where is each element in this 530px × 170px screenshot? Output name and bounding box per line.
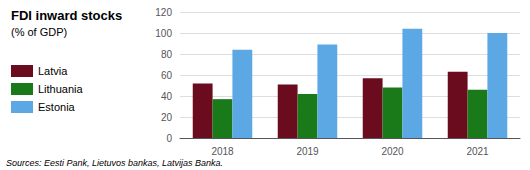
svg-text:80: 80 [161,49,173,60]
svg-text:20: 20 [161,112,173,123]
svg-text:40: 40 [161,91,173,102]
svg-text:(% of GDP): (% of GDP) [11,26,67,38]
svg-text:120: 120 [155,7,172,18]
svg-text:Sources: Eesti Pank, Lietuvos: Sources: Eesti Pank, Lietuvos bankas, La… [6,158,223,168]
svg-text:0: 0 [166,133,172,144]
svg-text:2019: 2019 [296,146,319,157]
svg-text:2021: 2021 [466,146,489,157]
svg-text:Latvia: Latvia [38,65,68,77]
svg-text:2018: 2018 [211,146,234,157]
svg-text:Estonia: Estonia [38,101,76,113]
svg-text:100: 100 [155,28,172,39]
svg-text:2020: 2020 [381,146,404,157]
svg-text:FDI inward stocks: FDI inward stocks [11,8,122,23]
svg-text:60: 60 [161,70,173,81]
svg-text:Lithuania: Lithuania [38,83,84,95]
